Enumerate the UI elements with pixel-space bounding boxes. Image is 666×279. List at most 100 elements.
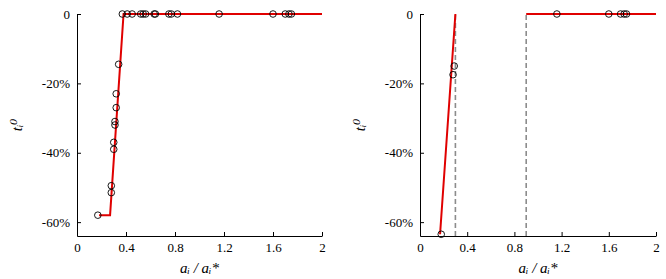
point: [108, 189, 115, 196]
point: [113, 104, 120, 111]
x-tick-label: 0.8: [167, 240, 183, 255]
y-tick-mark: [420, 83, 424, 84]
chart: 0 0.4 0.8 1.2 1.6 2 -60% -40% -20% 0 aᵢ / aᵢ* tᵢ⁰: [9, 7, 326, 276]
point: [216, 11, 223, 18]
point: [110, 146, 117, 153]
point: [113, 90, 120, 97]
y-tick: 0: [407, 7, 425, 22]
point: [554, 11, 561, 18]
y-tick-label: -20%: [42, 76, 70, 91]
point: [142, 11, 149, 18]
figure: 00.40.81.21.62-60%-40%-20%0aᵢ / aᵢ*tᵢ⁰00…: [0, 0, 666, 279]
y-tick-mark: [77, 83, 81, 84]
y-axis: -60% -40% -20% 0: [385, 7, 424, 237]
x-tick-label: 1.6: [265, 240, 282, 255]
point: [112, 118, 119, 125]
point: [451, 63, 458, 70]
x-tick-mark: [656, 232, 657, 236]
x-tick-mark: [609, 232, 610, 236]
x-tick: 1.2: [554, 232, 570, 255]
point: [115, 61, 122, 68]
x-tick-label: 1.2: [216, 240, 232, 255]
y-tick-mark: [420, 222, 424, 223]
plot-area: [438, 11, 656, 238]
x-axis-title: aᵢ / aᵢ*: [519, 260, 558, 276]
y-axis-title: tᵢ⁰: [352, 119, 368, 132]
x-tick: 0.8: [507, 232, 523, 255]
x-axis-line: [421, 236, 657, 237]
y-tick-mark: [77, 153, 81, 154]
line: [440, 14, 656, 234]
x-tick-label: 2: [319, 240, 326, 255]
x-tick-label: 0: [417, 240, 424, 255]
x-tick: 2: [653, 232, 660, 255]
y-tick-label: -60%: [385, 215, 413, 230]
x-tick-label: 0.4: [460, 240, 477, 255]
point: [129, 11, 136, 18]
x-tick-label: 1.2: [554, 240, 570, 255]
point: [450, 71, 457, 78]
x-tick-label: 0.4: [118, 240, 135, 255]
y-tick-mark: [420, 153, 424, 154]
point: [623, 11, 630, 18]
point: [174, 11, 181, 18]
y-axis-line: [420, 15, 421, 237]
y-tick-label: 0: [407, 7, 414, 22]
x-tick-label: 0.8: [507, 240, 523, 255]
y-tick: -20%: [385, 76, 424, 91]
y-tick-label: -60%: [42, 215, 70, 230]
point: [95, 212, 102, 219]
x-tick-mark: [467, 232, 468, 236]
x-tick: 0.4: [118, 232, 135, 255]
x-tick-mark: [126, 232, 127, 236]
x-tick-mark: [273, 232, 274, 236]
x-tick: 1.6: [601, 232, 618, 255]
x-tick-mark: [562, 232, 563, 236]
y-tick: -60%: [385, 215, 424, 230]
y-tick: -20%: [42, 76, 81, 91]
x-tick-mark: [322, 232, 323, 236]
x-tick-label: 0: [74, 240, 81, 255]
x-axis-line: [78, 236, 323, 237]
y-tick-mark: [77, 14, 81, 15]
reference-line: [525, 14, 527, 236]
x-tick: 0.4: [460, 232, 477, 255]
point: [288, 11, 295, 18]
x-tick-label: 2: [653, 240, 660, 255]
y-axis-title: tᵢ⁰: [9, 119, 25, 132]
x-axis: 0 0.4 0.8 1.2 1.6 2: [417, 232, 660, 255]
y-tick-label: 0: [64, 7, 71, 22]
y-tick-mark: [77, 222, 81, 223]
y-tick-label: -40%: [42, 145, 70, 160]
point: [606, 11, 613, 18]
x-tick-label: 1.6: [601, 240, 618, 255]
y-axis: -60% -40% -20% 0: [42, 7, 81, 237]
x-tick-mark: [514, 232, 515, 236]
y-tick-label: -40%: [385, 145, 413, 160]
chart: 0 0.4 0.8 1.2 1.6 2 -60% -40% -20% 0 aᵢ / aᵢ* tᵢ⁰: [352, 7, 660, 276]
plot-area: [95, 11, 322, 219]
x-tick-mark: [224, 232, 225, 236]
y-tick-mark: [420, 14, 424, 15]
point: [438, 231, 445, 238]
x-tick: 2: [319, 232, 326, 255]
y-tick: -40%: [42, 145, 81, 160]
point: [110, 139, 117, 146]
y-tick-label: -20%: [385, 76, 413, 91]
point: [168, 11, 175, 18]
point: [108, 182, 115, 189]
y-tick: 0: [64, 7, 82, 22]
line: [99, 14, 322, 215]
y-tick: -40%: [385, 145, 424, 160]
x-tick: 1.6: [265, 232, 282, 255]
x-tick: 0.8: [167, 232, 183, 255]
x-axis-title: aᵢ / aᵢ*: [180, 260, 219, 276]
x-axis: 0 0.4 0.8 1.2 1.6 2: [74, 232, 326, 255]
x-tick-mark: [175, 232, 176, 236]
point: [152, 11, 159, 18]
point: [270, 11, 277, 18]
y-tick: -60%: [42, 215, 81, 230]
x-tick: 1.2: [216, 232, 232, 255]
reference-line: [455, 14, 457, 236]
y-axis-line: [77, 15, 78, 237]
